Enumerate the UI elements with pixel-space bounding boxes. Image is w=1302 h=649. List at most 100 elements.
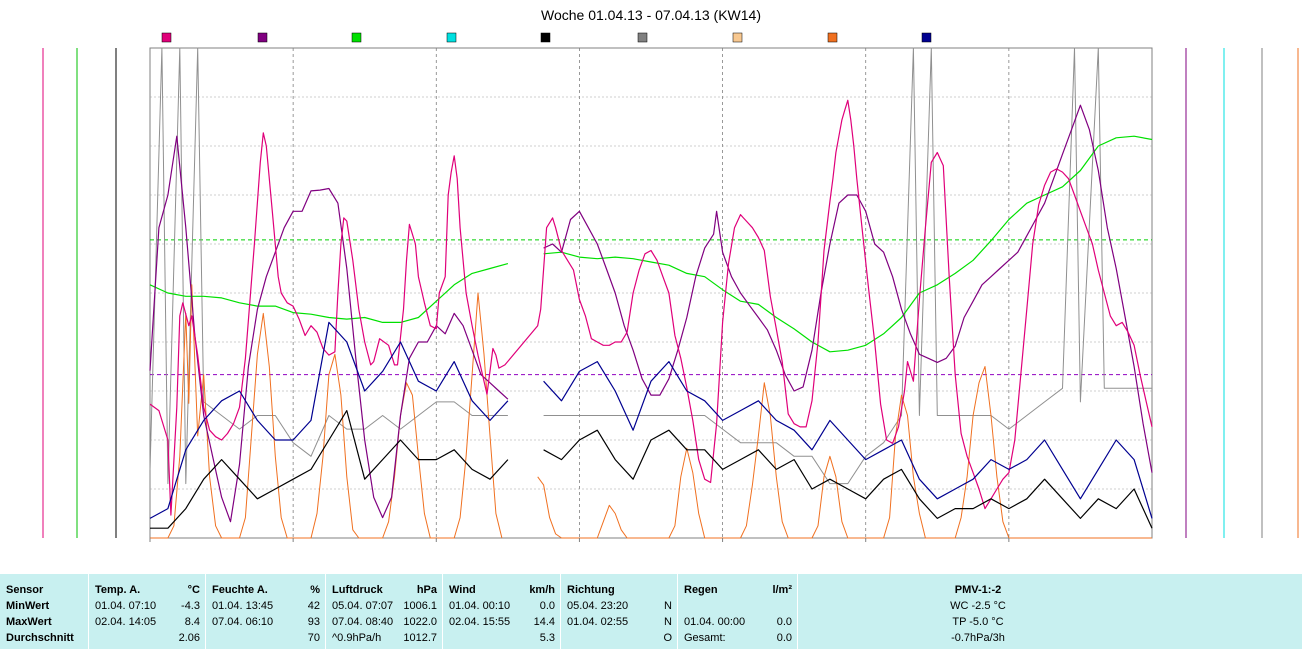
summary-value: 1022.0 — [403, 616, 437, 628]
summary-header-unit: km/h — [529, 584, 555, 596]
summary-row: 01.04. 07:10 -4.3 — [89, 598, 206, 614]
series-wind-line — [150, 410, 509, 529]
summary-value: 8.4 — [184, 616, 200, 628]
summary-row: 01.04. 13:45 42 — [206, 598, 326, 614]
series-humidity-line — [149, 135, 509, 523]
summary-time: 01.04. 00:10 — [449, 600, 511, 612]
summary-header: Regen l/m² — [678, 582, 798, 598]
summary-table: Sensor MinWert MaxWert Durchschnitt Temp. A.… — [0, 574, 1302, 649]
plot-area — [149, 47, 1153, 539]
summary-row-label: MaxWert — [6, 616, 52, 628]
summary-column: PMV-1:-2 WC -2.5 °C TP -5.0 °C -0.7hPa/3h — [797, 574, 1302, 649]
summary-header: Feuchte A.% — [206, 582, 326, 598]
summary-row — [678, 598, 798, 614]
summary-row: ^0.9hPa/h 1012.7 — [326, 630, 443, 646]
grid — [150, 48, 1152, 538]
summary-header-label: Wind — [449, 584, 476, 596]
summary-time: 02.04. 15:55 — [449, 616, 511, 628]
legend-swatch — [637, 32, 648, 43]
summary-value: 42 — [307, 600, 320, 612]
legend-swatch — [351, 32, 362, 43]
legend-swatch — [257, 32, 268, 43]
summary-time: 07.04. 06:10 — [212, 616, 274, 628]
summary-value: N — [664, 600, 672, 612]
summary-value: 0.0 — [776, 632, 792, 644]
weather-week-chart: Woche 01.04.13 - 07.04.13 (KW14) — [42, 7, 1299, 542]
summary-row: O — [561, 630, 678, 646]
summary-row: 07.04. 08:40 1022.0 — [326, 614, 443, 630]
series-humidity-line — [543, 104, 1153, 473]
x-axis-labels — [149, 538, 1010, 542]
summary-value: 2.06 — [178, 632, 200, 644]
summary-time: 01.04. 00:00 — [684, 616, 746, 628]
summary-header-label: Temp. A. — [95, 584, 141, 596]
summary-row: 01.04. 00:00 0.0 — [678, 614, 798, 630]
summary-value: 1012.7 — [403, 632, 437, 644]
summary-header-label: PMV-1:-2 — [954, 584, 1002, 596]
summary-column: Feuchte A.% 01.04. 13:45 42 07.04. 06:10 93 7… — [205, 574, 326, 649]
summary-row: Gesamt: 0.0 — [678, 630, 798, 646]
summary-row: 05.04. 23:20 N — [561, 598, 678, 614]
summary-value: 93 — [307, 616, 320, 628]
series-windgust-line — [149, 321, 509, 519]
summary-time: 05.04. 07:07 — [332, 600, 394, 612]
summary-column: Regen l/m² 01.04. 00:00 0.0 Gesamt: 0.0 — [677, 574, 798, 649]
summary-header-label: Sensor — [6, 584, 44, 596]
summary-header-label: Regen — [684, 584, 718, 596]
summary-value: 70 — [307, 632, 320, 644]
legend — [161, 32, 932, 43]
summary-pmv-value: TP -5.0 °C — [952, 616, 1004, 628]
series-solar-line — [150, 284, 503, 539]
summary-column: Temp. A. °C 01.04. 07:10 -4.3 02.04. 14:05 8.… — [88, 574, 206, 649]
series-direction-line — [149, 47, 508, 485]
legend-swatch — [540, 32, 551, 43]
summary-header: Richtung — [561, 582, 678, 598]
series-pressure-line — [149, 263, 509, 323]
summary-time: 01.04. 13:45 — [212, 600, 274, 612]
summary-row: Durchschnitt — [0, 630, 88, 646]
summary-time: 07.04. 08:40 — [332, 616, 394, 628]
summary-value: O — [663, 632, 672, 644]
summary-header-unit: l/m² — [772, 584, 792, 596]
summary-row: MaxWert — [0, 614, 88, 630]
series-pressure-line — [543, 135, 1153, 353]
summary-header: PMV-1:-2 — [798, 582, 1302, 598]
summary-column: Luftdruck hPa 05.04. 07:07 1006.1 07.04. 08:… — [325, 574, 443, 649]
series-solar-line — [537, 366, 1152, 539]
summary-value: 14.4 — [533, 616, 555, 628]
summary-header-label: Richtung — [567, 584, 615, 596]
summary-row: MinWert — [0, 598, 88, 614]
legend-swatch — [732, 32, 743, 43]
summary-row: 07.04. 06:10 93 — [206, 614, 326, 630]
summary-header: Sensor — [0, 582, 88, 598]
summary-row: 01.04. 00:10 0.0 — [443, 598, 561, 614]
summary-time: 01.04. 07:10 — [95, 600, 157, 612]
chart-title: Woche 01.04.13 - 07.04.13 (KW14) — [541, 7, 761, 23]
summary-pmv-value: -0.7hPa/3h — [951, 632, 1005, 644]
series-temp-line — [149, 99, 1153, 516]
summary-header: Temp. A. °C — [89, 582, 206, 598]
legend-swatch — [827, 32, 838, 43]
summary-header-unit: °C — [187, 584, 200, 596]
summary-row: 2.06 — [89, 630, 206, 646]
summary-time: 01.04. 02:55 — [567, 616, 629, 628]
summary-header: Wind km/h — [443, 582, 561, 598]
summary-pmv-value: WC -2.5 °C — [950, 600, 1006, 612]
summary-column: Richtung 05.04. 23:20 N 01.04. 02:55 N O — [560, 574, 678, 649]
legend-swatch — [446, 32, 457, 43]
summary-time: ^0.9hPa/h — [332, 632, 382, 644]
summary-value: 0.0 — [539, 600, 555, 612]
summary-row: 02.04. 14:05 8.4 — [89, 614, 206, 630]
summary-row: 70 — [206, 630, 326, 646]
summary-value: 1006.1 — [403, 600, 437, 612]
summary-row: 5.3 — [443, 630, 561, 646]
summary-column: Sensor MinWert MaxWert Durchschnitt — [0, 574, 88, 649]
summary-header: Luftdruck hPa — [326, 582, 443, 598]
summary-row-label: MinWert — [6, 600, 50, 612]
summary-header-unit: % — [310, 584, 320, 596]
legend-swatch — [921, 32, 932, 43]
series-direction-line — [543, 47, 1152, 485]
summary-row: TP -5.0 °C — [798, 614, 1302, 630]
series-wind-line — [543, 429, 1153, 529]
legend-swatch — [161, 32, 172, 43]
